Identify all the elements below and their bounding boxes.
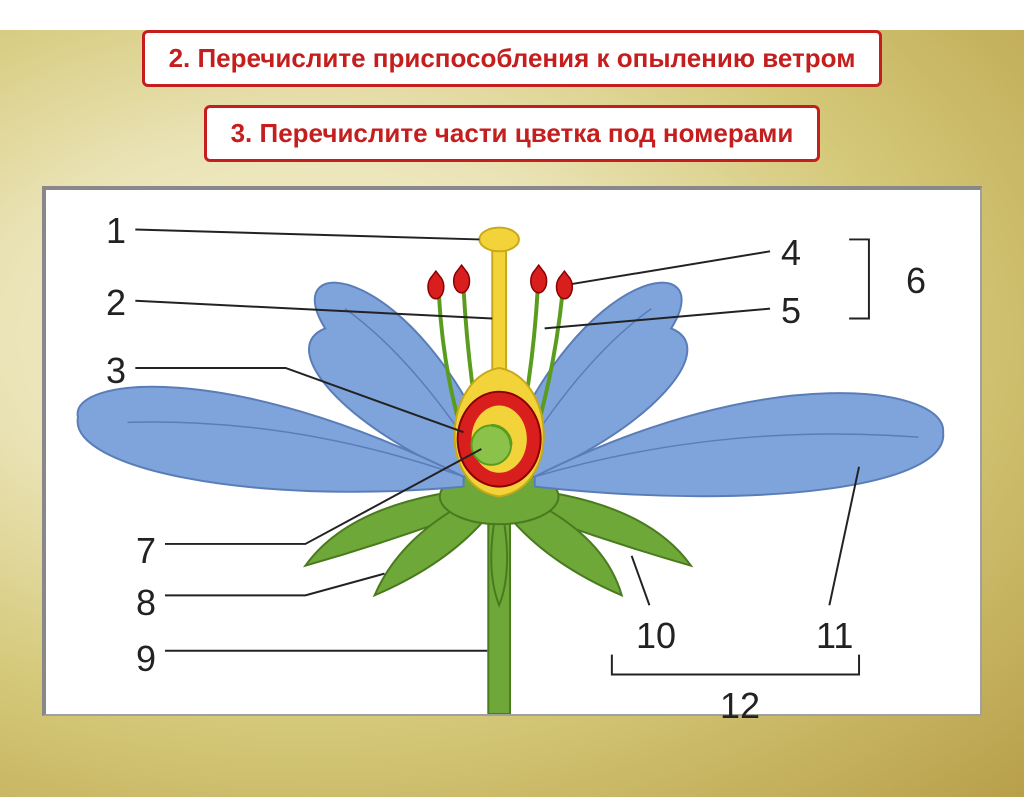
label-7: 7 [136, 530, 156, 572]
label-9: 9 [136, 638, 156, 680]
label-4: 4 [781, 232, 801, 274]
flower-diagram: 1 2 3 4 5 6 7 8 9 10 11 12 [42, 186, 982, 716]
label-6: 6 [906, 260, 926, 302]
label-1: 1 [106, 210, 126, 252]
label-5: 5 [781, 290, 801, 332]
label-10: 10 [636, 615, 676, 657]
question-2-box: 2. Перечислите приспособления к опылению… [142, 30, 883, 87]
question-3-text: 3. Перечислите части цветка под номерами [231, 118, 794, 148]
label-2: 2 [106, 282, 126, 324]
question-2-text: 2. Перечислите приспособления к опылению… [169, 43, 856, 73]
label-3: 3 [106, 350, 126, 392]
label-11: 11 [816, 615, 853, 657]
label-12: 12 [720, 685, 760, 727]
label-8: 8 [136, 582, 156, 624]
question-3-box: 3. Перечислите части цветка под номерами [204, 105, 821, 162]
